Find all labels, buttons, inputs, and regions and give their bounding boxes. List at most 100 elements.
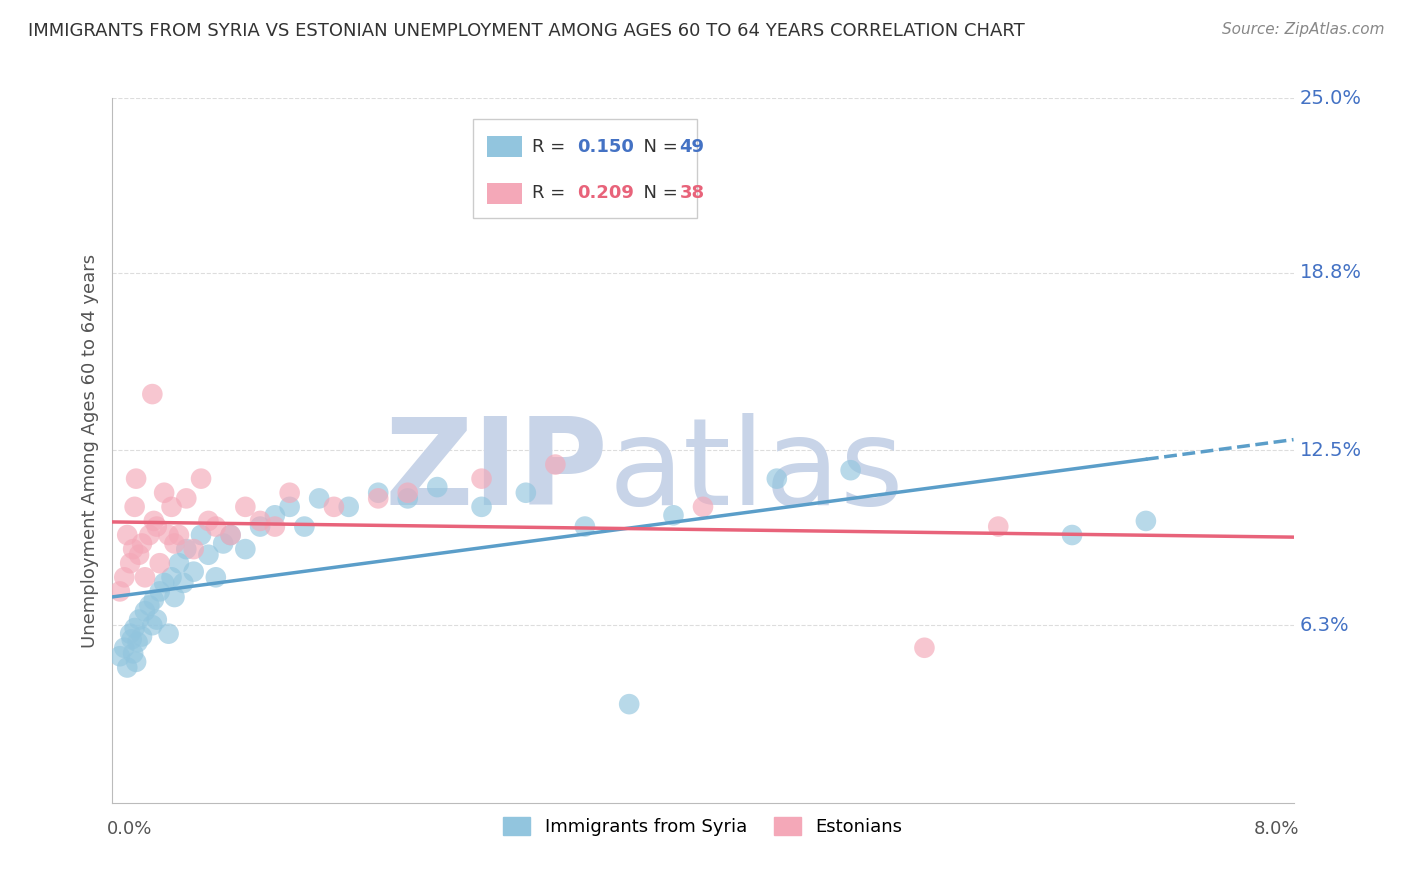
Point <box>120 626 142 640</box>
Text: 12.5%: 12.5% <box>1299 441 1361 460</box>
Text: R =: R = <box>531 138 571 156</box>
Point <box>987 519 1010 533</box>
Point <box>134 570 156 584</box>
Point <box>367 491 389 506</box>
FancyBboxPatch shape <box>472 120 697 218</box>
Point <box>1062 528 1084 542</box>
Point <box>146 613 169 627</box>
Point <box>142 514 165 528</box>
Point <box>128 613 150 627</box>
Text: ZIP: ZIP <box>385 413 609 530</box>
Text: 0.209: 0.209 <box>576 185 634 202</box>
Text: N =: N = <box>633 185 683 202</box>
Point <box>766 472 789 486</box>
Text: R =: R = <box>531 185 571 202</box>
Point <box>190 472 212 486</box>
Point <box>396 491 419 506</box>
Point <box>153 485 176 500</box>
Point <box>839 463 862 477</box>
Point <box>190 528 212 542</box>
Point <box>662 508 685 523</box>
Point <box>233 542 256 557</box>
Point <box>160 500 183 514</box>
FancyBboxPatch shape <box>486 136 522 158</box>
Point <box>278 485 301 500</box>
Text: 38: 38 <box>679 185 704 202</box>
Text: N =: N = <box>633 138 683 156</box>
Point <box>183 542 205 557</box>
Point <box>153 576 176 591</box>
FancyBboxPatch shape <box>486 183 522 204</box>
Point <box>574 519 596 533</box>
Point <box>323 500 346 514</box>
Point <box>141 387 163 401</box>
Point <box>141 618 163 632</box>
Point <box>426 480 449 494</box>
Point <box>138 528 160 542</box>
Point <box>172 576 194 591</box>
Point <box>205 519 228 533</box>
Point <box>112 640 135 655</box>
Point <box>160 570 183 584</box>
Text: 49: 49 <box>679 138 704 156</box>
Point <box>1135 514 1157 528</box>
Text: 6.3%: 6.3% <box>1299 615 1348 635</box>
Legend: Immigrants from Syria, Estonians: Immigrants from Syria, Estonians <box>496 809 910 843</box>
Point <box>914 640 936 655</box>
Point <box>134 604 156 618</box>
Text: atlas: atlas <box>609 413 904 530</box>
Point <box>117 660 138 674</box>
Point <box>122 542 145 557</box>
Text: 0.150: 0.150 <box>576 138 634 156</box>
Point <box>163 536 186 550</box>
Point <box>124 621 146 635</box>
Point <box>396 485 419 500</box>
Point <box>197 514 219 528</box>
Point <box>149 556 172 570</box>
Point <box>292 519 315 533</box>
Point <box>470 500 494 514</box>
Text: 0.0%: 0.0% <box>107 821 152 838</box>
Point <box>183 565 205 579</box>
Point <box>128 548 150 562</box>
Point <box>125 472 148 486</box>
Point <box>219 528 242 542</box>
Point <box>121 632 143 647</box>
Point <box>117 528 138 542</box>
Point <box>120 556 142 570</box>
Point <box>308 491 330 506</box>
Point <box>174 491 197 506</box>
Point <box>212 536 235 550</box>
Point <box>205 570 228 584</box>
Point <box>163 590 186 604</box>
Y-axis label: Unemployment Among Ages 60 to 64 years: Unemployment Among Ages 60 to 64 years <box>80 253 98 648</box>
Point <box>157 626 180 640</box>
Point <box>108 584 131 599</box>
Point <box>167 528 190 542</box>
Point <box>219 528 242 542</box>
Point <box>249 514 271 528</box>
Text: Source: ZipAtlas.com: Source: ZipAtlas.com <box>1222 22 1385 37</box>
Text: 25.0%: 25.0% <box>1299 88 1361 108</box>
Point <box>122 647 145 661</box>
Point <box>157 528 180 542</box>
Point <box>233 500 256 514</box>
Point <box>125 655 148 669</box>
Point <box>174 542 197 557</box>
Point <box>131 536 153 550</box>
Point <box>112 570 135 584</box>
Point <box>619 697 641 711</box>
Point <box>692 500 714 514</box>
Text: 18.8%: 18.8% <box>1299 263 1361 283</box>
Point <box>249 519 271 533</box>
Text: IMMIGRANTS FROM SYRIA VS ESTONIAN UNEMPLOYMENT AMONG AGES 60 TO 64 YEARS CORRELA: IMMIGRANTS FROM SYRIA VS ESTONIAN UNEMPL… <box>28 22 1025 40</box>
Point <box>544 458 567 472</box>
Point <box>470 472 494 486</box>
Point <box>337 500 360 514</box>
Point <box>146 519 169 533</box>
Point <box>138 599 160 613</box>
Point <box>264 508 287 523</box>
Point <box>515 485 537 500</box>
Point <box>142 592 165 607</box>
Point <box>278 500 301 514</box>
